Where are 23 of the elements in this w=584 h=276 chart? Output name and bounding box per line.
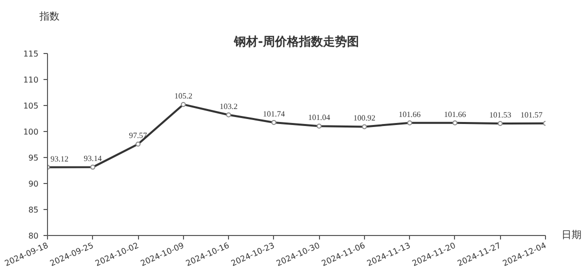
data-label: 101.04 [308,113,330,122]
y-tick-label: 110 [23,76,39,84]
x-axis-title: 日期 [562,229,582,241]
data-label: 100.92 [353,114,376,123]
y-tick-label: 105 [23,102,39,110]
chart-title: 钢材-周价格指数走势图 [233,34,359,48]
data-label: 103.2 [220,102,238,111]
y-tick-label: 85 [28,206,39,214]
y-tick-label: 90 [28,180,39,188]
y-axis-title: 指数 [38,10,60,22]
data-label: 105.2 [174,91,192,100]
y-tick-label: 115 [23,50,39,58]
y-tick-label: 100 [23,128,39,136]
data-label: 101.74 [262,109,285,118]
data-label: 101.66 [444,110,466,119]
data-label: 97.57 [129,131,148,140]
data-label: 101.66 [398,110,421,119]
data-label: 93.14 [84,154,102,164]
y-tick-label: 95 [28,154,39,162]
data-label: 93.12 [50,154,68,164]
data-label: 101.53 [489,110,512,120]
y-tick-label: 80 [28,232,39,240]
data-label: 101.57 [520,110,542,120]
